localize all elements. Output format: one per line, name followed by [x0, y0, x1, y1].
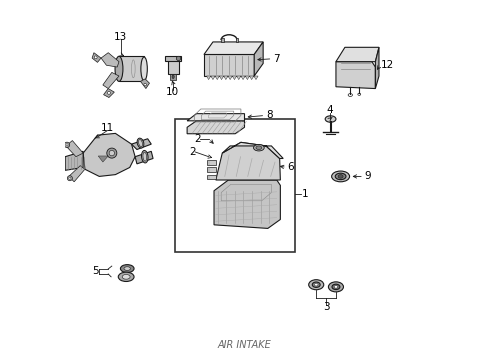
Text: 3: 3 [322, 302, 329, 312]
Polygon shape [203, 42, 263, 54]
Text: 1: 1 [301, 189, 308, 199]
Bar [164, 55, 181, 61]
Text: 7: 7 [273, 54, 279, 64]
Text: 2: 2 [189, 147, 195, 157]
Polygon shape [131, 139, 151, 149]
Polygon shape [66, 140, 83, 157]
Polygon shape [232, 76, 236, 80]
Polygon shape [206, 167, 215, 172]
Ellipse shape [255, 146, 261, 149]
Ellipse shape [328, 282, 343, 292]
Polygon shape [215, 76, 219, 80]
Polygon shape [203, 54, 254, 76]
Ellipse shape [138, 140, 142, 147]
Text: 6: 6 [286, 162, 293, 172]
Ellipse shape [66, 144, 68, 146]
Polygon shape [135, 151, 153, 164]
Ellipse shape [122, 274, 130, 279]
Ellipse shape [331, 284, 339, 289]
Bar [167, 60, 178, 74]
Text: 11: 11 [101, 123, 114, 133]
Polygon shape [103, 89, 114, 98]
Text: AIR INTAKE: AIR INTAKE [217, 340, 271, 350]
Text: 10: 10 [166, 87, 179, 97]
Ellipse shape [325, 116, 335, 122]
Polygon shape [102, 72, 119, 89]
Polygon shape [206, 76, 210, 80]
Ellipse shape [137, 138, 143, 148]
Ellipse shape [94, 56, 97, 59]
Text: 4: 4 [326, 105, 332, 115]
Ellipse shape [124, 267, 130, 270]
Ellipse shape [333, 285, 337, 288]
Polygon shape [214, 180, 280, 228]
Polygon shape [375, 47, 378, 89]
Polygon shape [206, 160, 215, 165]
Ellipse shape [337, 175, 343, 178]
Ellipse shape [357, 93, 360, 95]
Polygon shape [222, 142, 283, 158]
Text: 8: 8 [265, 111, 272, 121]
Polygon shape [119, 56, 144, 81]
Bar [235, 39, 238, 42]
Polygon shape [206, 175, 215, 179]
Polygon shape [69, 166, 85, 182]
Polygon shape [335, 62, 375, 89]
Ellipse shape [331, 171, 349, 182]
Bar [170, 74, 175, 80]
Polygon shape [215, 142, 280, 180]
Ellipse shape [115, 56, 122, 81]
Ellipse shape [253, 144, 264, 151]
Ellipse shape [142, 152, 146, 161]
Polygon shape [236, 76, 241, 80]
Ellipse shape [314, 283, 317, 286]
Polygon shape [241, 76, 244, 80]
Text: 9: 9 [364, 171, 370, 181]
Ellipse shape [141, 150, 148, 163]
Polygon shape [92, 53, 101, 62]
Polygon shape [140, 79, 149, 89]
Polygon shape [83, 134, 135, 176]
Polygon shape [65, 151, 83, 170]
Ellipse shape [141, 57, 147, 81]
Polygon shape [210, 76, 215, 80]
Ellipse shape [308, 280, 323, 290]
Polygon shape [253, 76, 258, 80]
Ellipse shape [107, 91, 110, 94]
Ellipse shape [176, 56, 180, 60]
Ellipse shape [347, 94, 352, 96]
Ellipse shape [118, 272, 134, 282]
Text: 13: 13 [114, 32, 127, 41]
Text: 12: 12 [380, 60, 393, 70]
Ellipse shape [67, 176, 72, 181]
Polygon shape [254, 42, 263, 76]
Text: 2: 2 [193, 134, 200, 144]
Polygon shape [187, 121, 244, 134]
Polygon shape [98, 156, 108, 162]
Polygon shape [187, 114, 244, 121]
Ellipse shape [120, 265, 134, 273]
Polygon shape [227, 76, 232, 80]
Polygon shape [249, 76, 253, 80]
Ellipse shape [143, 84, 146, 86]
Polygon shape [335, 47, 378, 62]
Text: 5: 5 [92, 266, 99, 276]
Ellipse shape [106, 148, 117, 158]
Ellipse shape [312, 282, 320, 287]
Bar [174, 119, 294, 252]
Ellipse shape [109, 150, 114, 156]
Polygon shape [244, 76, 249, 80]
Polygon shape [101, 53, 119, 67]
Ellipse shape [69, 177, 71, 179]
Ellipse shape [335, 173, 346, 180]
Bar [221, 39, 223, 42]
Polygon shape [223, 76, 227, 80]
Ellipse shape [64, 142, 69, 148]
Ellipse shape [172, 75, 174, 78]
Polygon shape [219, 76, 223, 80]
